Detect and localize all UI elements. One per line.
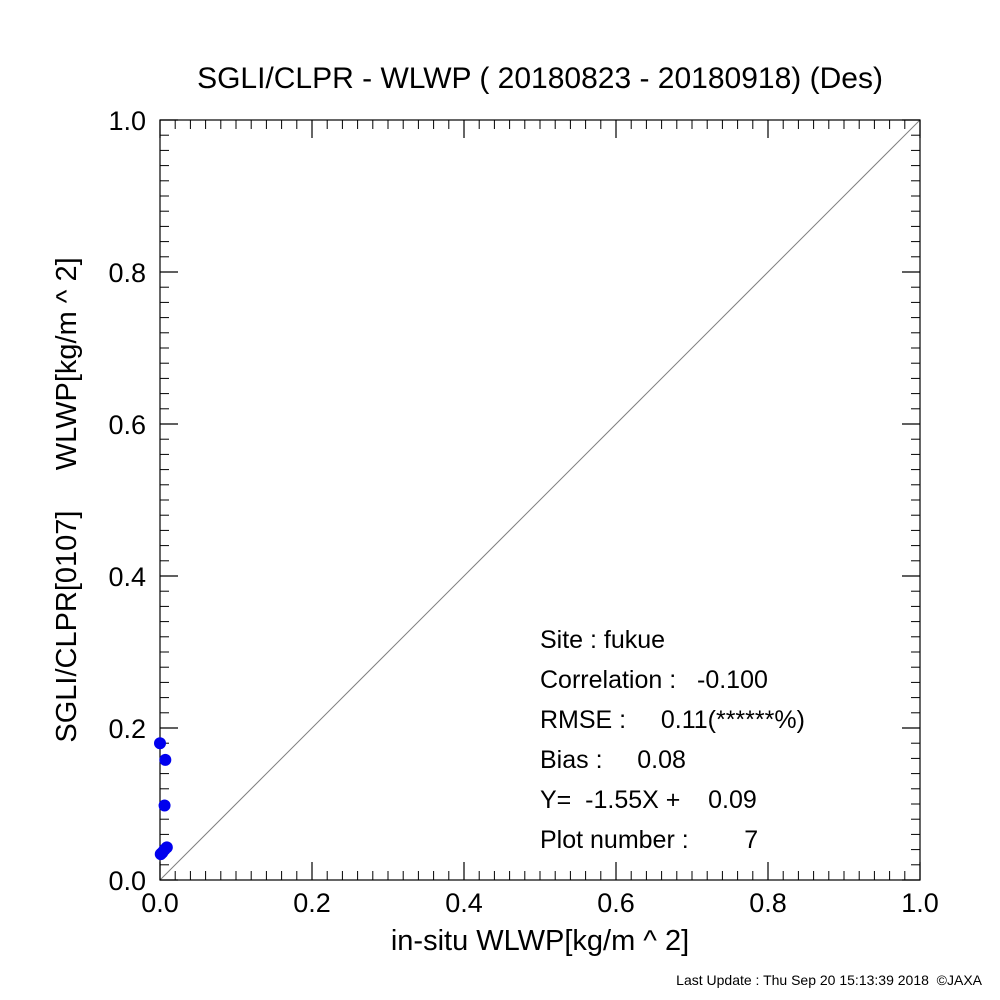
y-tick-label: 0.2 (108, 714, 146, 744)
x-tick-label: 1.0 (901, 888, 939, 918)
y-tick-label: 0.4 (108, 562, 146, 592)
stats-box: Site : fukue Correlation : -0.100 RMSE :… (540, 626, 805, 854)
one-to-one-line (159, 119, 921, 881)
x-tick-label: 0.4 (445, 888, 483, 918)
stat-regression: Y= -1.55X + 0.09 (540, 786, 757, 814)
data-point (158, 799, 171, 812)
y-tick-labels: 0.0 0.2 0.4 0.6 0.8 1.0 (108, 106, 146, 896)
stat-rmse: RMSE : 0.11(******%) (540, 706, 805, 734)
stat-bias: Bias : 0.08 (540, 746, 686, 774)
minor-ticks (160, 120, 920, 880)
stat-site: Site : fukue (540, 626, 665, 654)
x-tick-labels: 0.0 0.2 0.4 0.6 0.8 1.0 (141, 888, 939, 918)
chart-title: SGLI/CLPR - WLWP ( 20180823 - 20180918) … (197, 62, 883, 95)
y-axis-label: SGLI/CLPR[0107] WLWP[kg/m ^ 2] (51, 257, 83, 742)
x-axis-label: in-situ WLWP[kg/m ^ 2] (391, 925, 689, 957)
stat-correlation: Correlation : -0.100 (540, 666, 768, 694)
data-point (159, 753, 172, 766)
footer-last-update: Last Update : Thu Sep 20 15:13:39 2018 ©… (676, 972, 982, 988)
data-point (154, 737, 166, 750)
x-tick-label: 0.6 (597, 888, 635, 918)
y-tick-label: 0.8 (108, 258, 146, 288)
y-tick-label: 0.0 (108, 866, 146, 896)
y-tick-label: 0.6 (108, 410, 146, 440)
x-tick-label: 0.8 (749, 888, 787, 918)
plot-frame (159, 119, 921, 881)
x-tick-label: 0.0 (141, 888, 179, 918)
x-tick-label: 0.2 (293, 888, 331, 918)
stat-plot-number: Plot number : 7 (540, 826, 758, 854)
data-point (154, 848, 167, 861)
y-tick-label: 1.0 (108, 106, 146, 136)
data-points (154, 737, 173, 861)
